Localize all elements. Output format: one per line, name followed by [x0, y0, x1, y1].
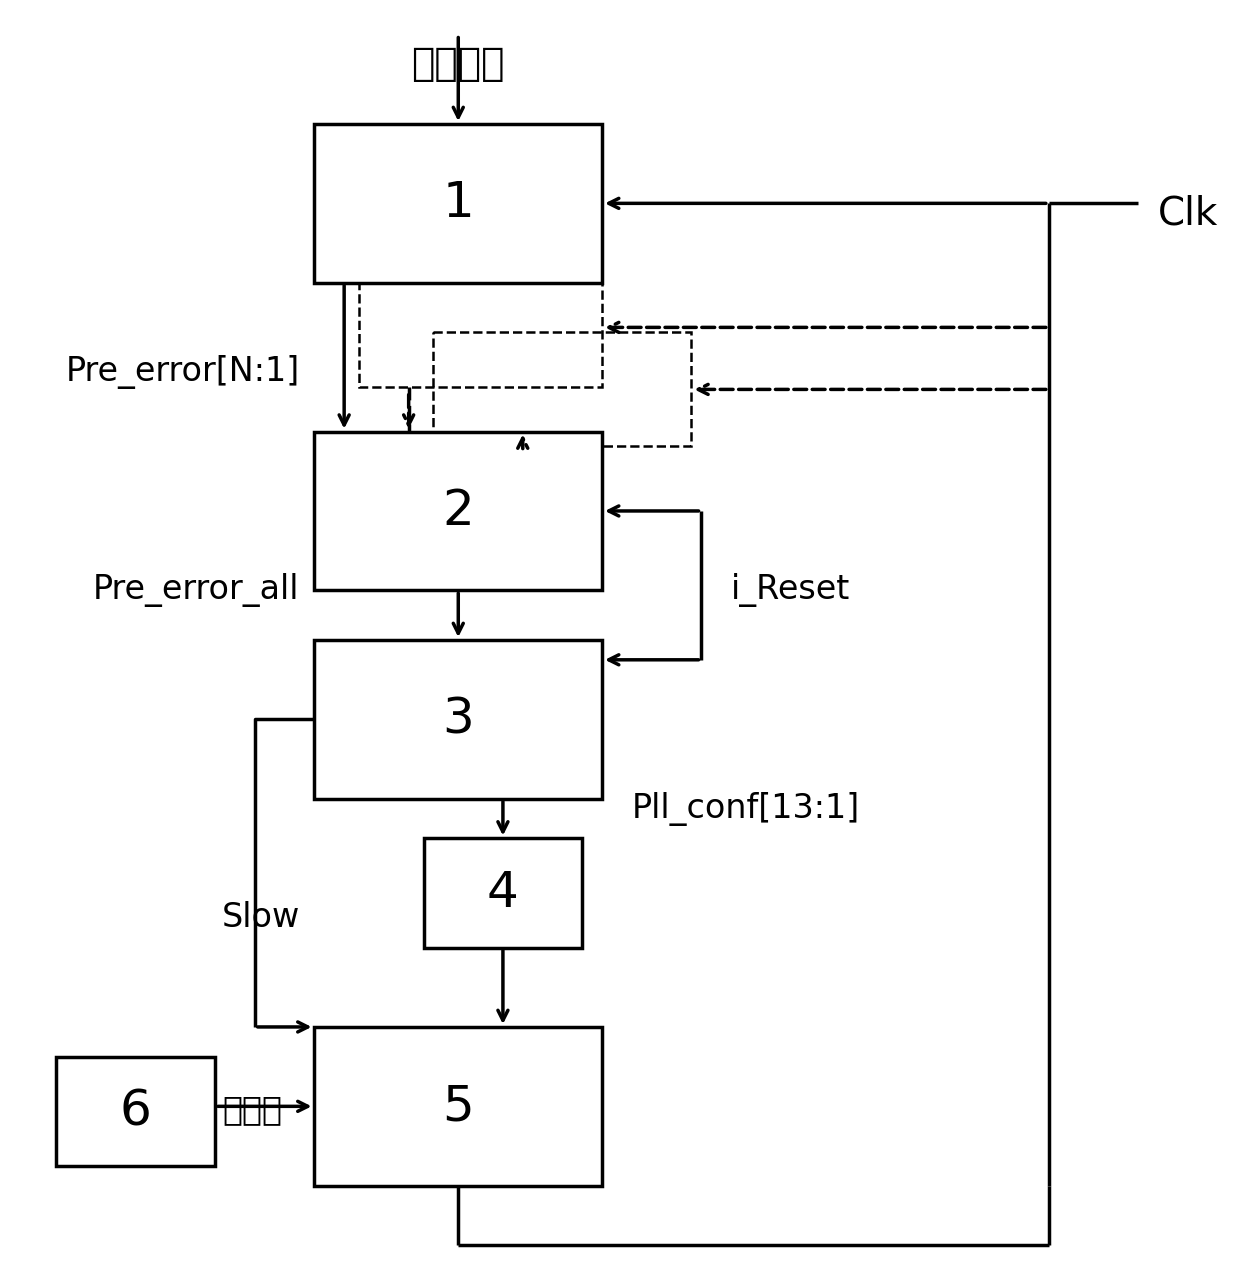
Text: 3: 3 — [443, 695, 474, 744]
Bar — [315, 431, 603, 590]
Bar — [424, 839, 583, 948]
Bar — [315, 1027, 603, 1185]
Text: Pre_error[N:1]: Pre_error[N:1] — [66, 355, 300, 390]
Text: 6: 6 — [120, 1088, 151, 1136]
Text: 5: 5 — [443, 1082, 474, 1131]
Text: Pre_error_all: Pre_error_all — [93, 574, 300, 608]
Text: Slow: Slow — [221, 901, 300, 934]
Text: 占空比: 占空比 — [223, 1093, 283, 1126]
Text: 1: 1 — [443, 179, 474, 227]
Text: i_Reset: i_Reset — [732, 574, 851, 608]
Bar — [56, 1057, 216, 1166]
Text: 输入数据: 输入数据 — [412, 46, 505, 84]
Text: 2: 2 — [443, 487, 474, 536]
Bar — [315, 640, 603, 798]
Text: Clk: Clk — [1158, 194, 1218, 232]
Bar — [434, 332, 692, 447]
Text: Pll_conf[13:1]: Pll_conf[13:1] — [632, 792, 861, 826]
Bar — [360, 268, 603, 387]
Bar — [315, 124, 603, 283]
Text: 4: 4 — [487, 869, 518, 917]
